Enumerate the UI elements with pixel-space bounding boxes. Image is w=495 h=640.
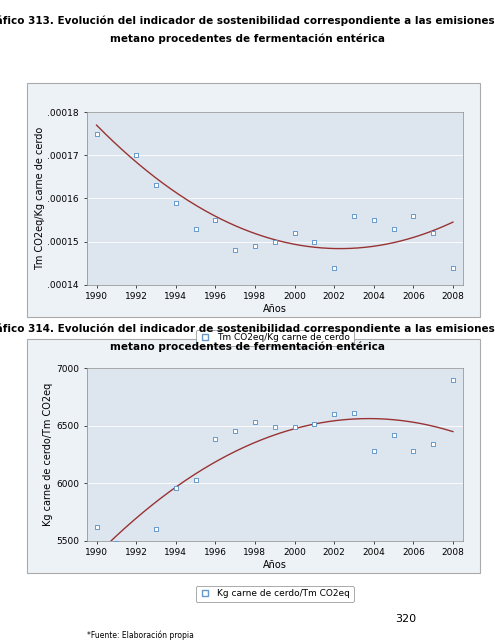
Text: *Fuente: Elaboración propia: *Fuente: Elaboración propia	[87, 374, 194, 384]
Point	[231, 426, 239, 436]
Point	[172, 198, 180, 208]
Point	[112, 538, 120, 548]
Y-axis label: Kg carne de cerdo/Tm CO2eq: Kg carne de cerdo/Tm CO2eq	[43, 383, 53, 526]
Point	[330, 262, 338, 273]
Point	[330, 409, 338, 419]
Point	[271, 422, 279, 432]
Point	[449, 374, 457, 385]
Point	[271, 236, 279, 246]
Text: Gráfico 314. Evolución del indicador de sostenibilidad correspondiente a las emi: Gráfico 314. Evolución del indicador de …	[0, 323, 495, 333]
Point	[429, 228, 437, 238]
Point	[370, 215, 378, 225]
X-axis label: Años: Años	[263, 304, 287, 314]
Point	[172, 483, 180, 493]
Text: metano procedentes de fermentación entérica: metano procedentes de fermentación entér…	[110, 34, 385, 44]
Text: metano procedentes de fermentación entérica: metano procedentes de fermentación entér…	[110, 341, 385, 351]
Point	[152, 180, 160, 191]
Point	[251, 241, 259, 251]
Point	[231, 245, 239, 255]
Y-axis label: Tm CO2eq/Kg carne de cerdo: Tm CO2eq/Kg carne de cerdo	[35, 127, 45, 270]
Text: *Fuente: Elaboración propia: *Fuente: Elaboración propia	[87, 630, 194, 640]
Point	[370, 446, 378, 456]
Point	[291, 422, 298, 432]
Point	[350, 211, 358, 221]
Point	[310, 419, 318, 429]
Point	[350, 408, 358, 418]
Point	[192, 223, 199, 234]
Point	[449, 262, 457, 273]
Point	[310, 236, 318, 246]
Text: 320: 320	[396, 614, 416, 624]
Point	[409, 446, 417, 456]
Point	[132, 150, 140, 161]
Legend: Kg carne de cerdo/Tm CO2eq: Kg carne de cerdo/Tm CO2eq	[196, 586, 354, 602]
Point	[211, 435, 219, 445]
Point	[429, 439, 437, 449]
Point	[132, 544, 140, 554]
Legend: Tm CO2eq/Kg carne de cerdo: Tm CO2eq/Kg carne de cerdo	[196, 330, 354, 346]
Point	[93, 129, 100, 139]
Point	[390, 223, 397, 234]
Point	[112, 99, 120, 109]
Point	[192, 475, 199, 485]
Point	[251, 417, 259, 428]
Point	[93, 522, 100, 532]
X-axis label: Años: Años	[263, 560, 287, 570]
Point	[211, 215, 219, 225]
Point	[390, 429, 397, 440]
Text: Gráfico 313. Evolución del indicador de sostenibilidad correspondiente a las emi: Gráfico 313. Evolución del indicador de …	[0, 16, 495, 26]
Point	[152, 524, 160, 534]
Point	[409, 211, 417, 221]
Point	[291, 228, 298, 238]
